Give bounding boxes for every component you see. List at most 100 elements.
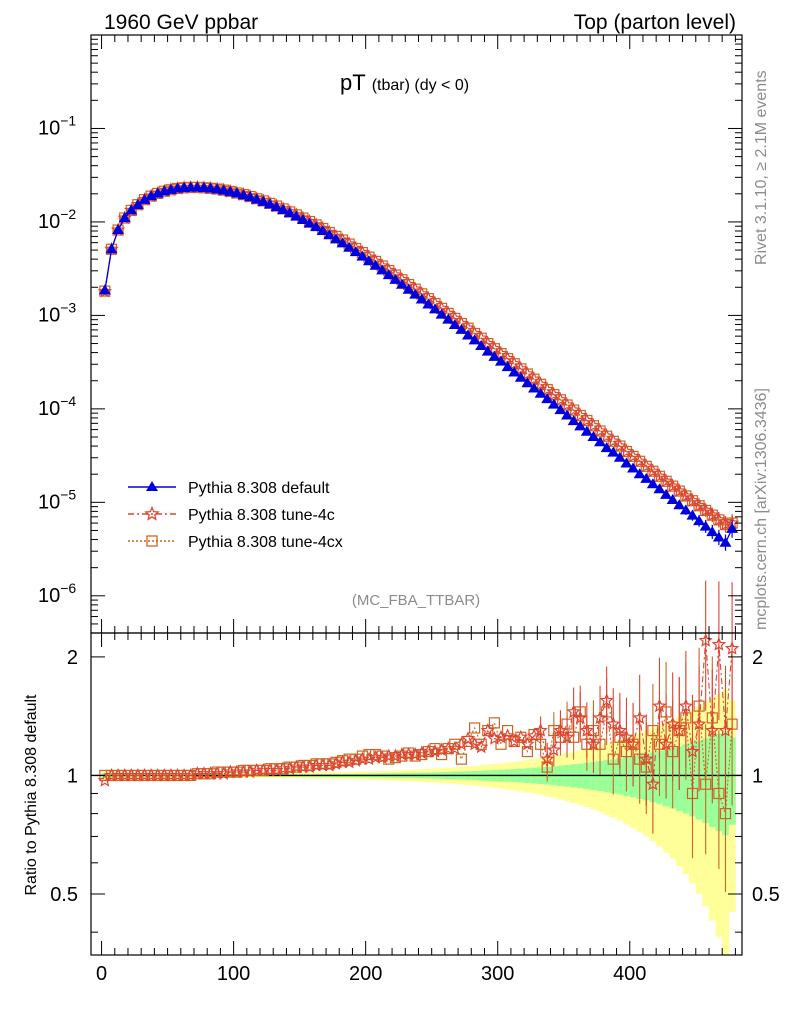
x-tick-label: 200 [349,963,382,985]
data-point [567,415,580,426]
data-point [369,259,382,270]
ratio-y-tick-label-right: 0.5 [752,884,780,906]
ratio-point [705,723,720,737]
legend-label-default: Pythia 8.308 default [188,480,330,497]
data-point [594,436,607,447]
data-point [528,382,541,393]
data-point [435,308,448,319]
data-point [415,293,428,304]
mcplots-label: mcplots.cern.ch [arXiv:1306.3436] [753,388,770,630]
data-point [640,472,653,483]
legend-entry-default: Pythia 8.308 default [128,480,330,497]
data-point [520,366,535,381]
data-point [660,488,673,499]
data-point [376,264,389,275]
y-tick-exponent: −4 [60,393,76,409]
data-point [270,201,283,212]
data-point [402,283,415,294]
data-point [521,377,534,388]
ratio-point [97,773,113,787]
data-point [666,493,679,504]
data-point [501,361,514,372]
tick-labels-group: 10−110−210−310−410−510−62 21 10.5 0.50 100 20… [38,112,780,985]
data-point [566,402,581,417]
data-point [448,318,461,329]
ratio-point [566,704,581,719]
data-point [303,217,316,228]
data-point [627,462,640,473]
data-point [422,298,435,309]
data-point [607,446,620,457]
data-point [719,536,732,547]
data-point [475,340,488,351]
ratio-y-tick-label-right: 1 [752,765,763,787]
y-tick-exponent: −1 [60,112,76,128]
ratio-y-tick-label-left: 0.5 [50,884,78,906]
ratio-point [645,776,661,791]
data-point [547,398,560,409]
y-tick-exponent: −5 [60,486,76,502]
ratio-point [533,723,548,737]
data-point [468,334,481,345]
data-point [488,350,501,361]
ratio-point [553,723,568,737]
ratio-point [520,736,535,751]
header-left: 1960 GeV ppbar [104,11,258,34]
main-y-tick-label: 10−6 [38,580,76,607]
data-point [539,381,555,396]
ratio-point [559,729,575,744]
data-point [495,355,508,366]
ratio-y-tick-label-right: 2 [752,647,763,669]
ratio-point [467,736,482,751]
data-point [508,366,521,377]
ratio-point [612,723,628,737]
ratio-point [698,633,713,647]
ratio-point [579,723,594,737]
data-point [356,250,369,261]
ratio-point [724,641,740,655]
ratio-point [513,729,528,744]
data-point [712,531,725,542]
data-point [349,246,362,257]
ratio-point [460,731,476,745]
data-point [382,269,395,280]
ratio-point [711,636,727,651]
data-point [699,520,712,531]
square-marker-icon [146,535,158,547]
data-point [442,313,455,324]
data-point [613,451,626,462]
data-point [310,221,323,232]
ratio-point [652,698,667,713]
ratio-point [183,767,198,782]
data-point [541,393,554,404]
data-point [131,198,144,209]
ratio-y-tick-label-left: 1 [67,765,78,787]
data-point [574,420,587,431]
x-tick-label: 100 [217,963,250,985]
ratio-point [474,739,489,754]
main-y-tick-label: 10−2 [38,206,76,233]
data-point [592,423,608,438]
ratio-uncertainty-bands [91,689,742,956]
data-point [679,504,692,515]
ratio-point [592,710,608,725]
ratio-point [672,723,687,737]
ratio-point [269,762,284,777]
data-point [533,376,548,391]
data-point [237,189,250,200]
data-point [620,457,633,468]
data-point [112,223,125,234]
data-point [257,195,270,206]
legend-entry-tune-4cx: Pythia 8.308 tune-4cx [128,534,343,551]
ratio-point [493,729,509,744]
data-point [586,418,601,432]
legend: Pythia 8.308 default Pythia 8.308 tune-4… [128,480,343,551]
rivet-version-label: Rivet 3.1.10, ≥ 2.1M events [753,70,770,265]
ratio-point [487,731,502,745]
ratio-point [434,742,449,757]
data-point [693,515,706,526]
ratio-point [546,742,561,757]
ratio-point [713,787,725,800]
